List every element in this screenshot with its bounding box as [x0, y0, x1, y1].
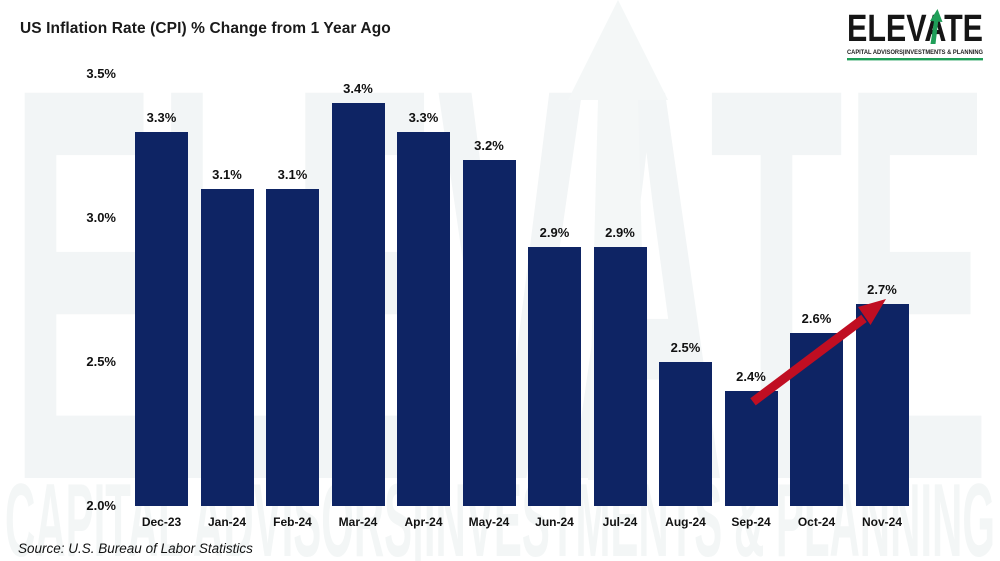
bar-jun-24 — [528, 246, 581, 506]
bar-value-label: 2.7% — [867, 282, 897, 298]
x-axis-label: Mar-24 — [338, 515, 378, 529]
bar-value-label: 3.1% — [212, 167, 242, 183]
bar-value-label: 3.4% — [343, 80, 373, 96]
x-axis-label: Sep-24 — [731, 515, 771, 529]
y-axis-label: 3.0% — [86, 210, 116, 225]
bar-value-label: 2.9% — [539, 224, 570, 240]
y-axis-label: 2.5% — [86, 354, 116, 369]
x-axis-label: Jul-24 — [602, 515, 638, 529]
y-axis-label: 2.0% — [86, 498, 116, 513]
bar-apr-24 — [397, 131, 450, 506]
logo-arrow-icon — [930, 9, 943, 44]
bar-mar-24 — [331, 102, 385, 506]
bar-value-label: 3.3% — [408, 109, 439, 125]
logo-tagline: CAPITAL ADVISORS|INVESTMENTS & PLANNING — [847, 49, 983, 56]
x-axis-label: May-24 — [468, 515, 510, 529]
bar-aug-24 — [659, 362, 712, 506]
x-axis-label: Aug-24 — [665, 515, 706, 529]
logo-underline — [847, 58, 983, 61]
bar-may-24 — [462, 160, 516, 506]
bar-value-label: 2.9% — [605, 224, 635, 240]
x-axis-label: Nov-24 — [861, 515, 903, 529]
chart-title: US Inflation Rate (CPI) % Change from 1 … — [20, 20, 391, 37]
x-axis-label: Oct-24 — [797, 515, 836, 529]
bar-dec-23 — [135, 131, 188, 506]
x-axis-label: Dec-23 — [141, 515, 182, 529]
bar-jul-24 — [593, 246, 647, 506]
y-axis-label: 3.5% — [86, 66, 116, 81]
bar-sep-24 — [724, 390, 778, 506]
bar-value-label: 3.1% — [277, 167, 308, 183]
bar-nov-24 — [855, 304, 909, 506]
bar-value-label: 3.3% — [146, 109, 177, 125]
bar-feb-24 — [266, 189, 319, 506]
bar-jan-24 — [200, 189, 254, 506]
bar-value-label: 2.6% — [801, 311, 832, 327]
bar-value-label: 3.2% — [474, 138, 504, 154]
x-axis-label: Feb-24 — [273, 515, 312, 529]
x-axis-label: Jan-24 — [207, 515, 247, 529]
elevate-logo: ELEVATE CAPITAL ADVISORS|INVESTMENTS & P… — [847, 8, 983, 61]
bar-value-label: 2.4% — [736, 368, 766, 384]
x-axis-label: Apr-24 — [404, 515, 443, 529]
source-note: Source: U.S. Bureau of Labor Statistics — [18, 541, 253, 556]
bar-oct-24 — [790, 333, 843, 506]
x-axis-label: Jun-24 — [535, 515, 574, 529]
bar-value-label: 2.5% — [670, 340, 701, 355]
logo-wordmark: ELEVATE — [847, 8, 983, 50]
